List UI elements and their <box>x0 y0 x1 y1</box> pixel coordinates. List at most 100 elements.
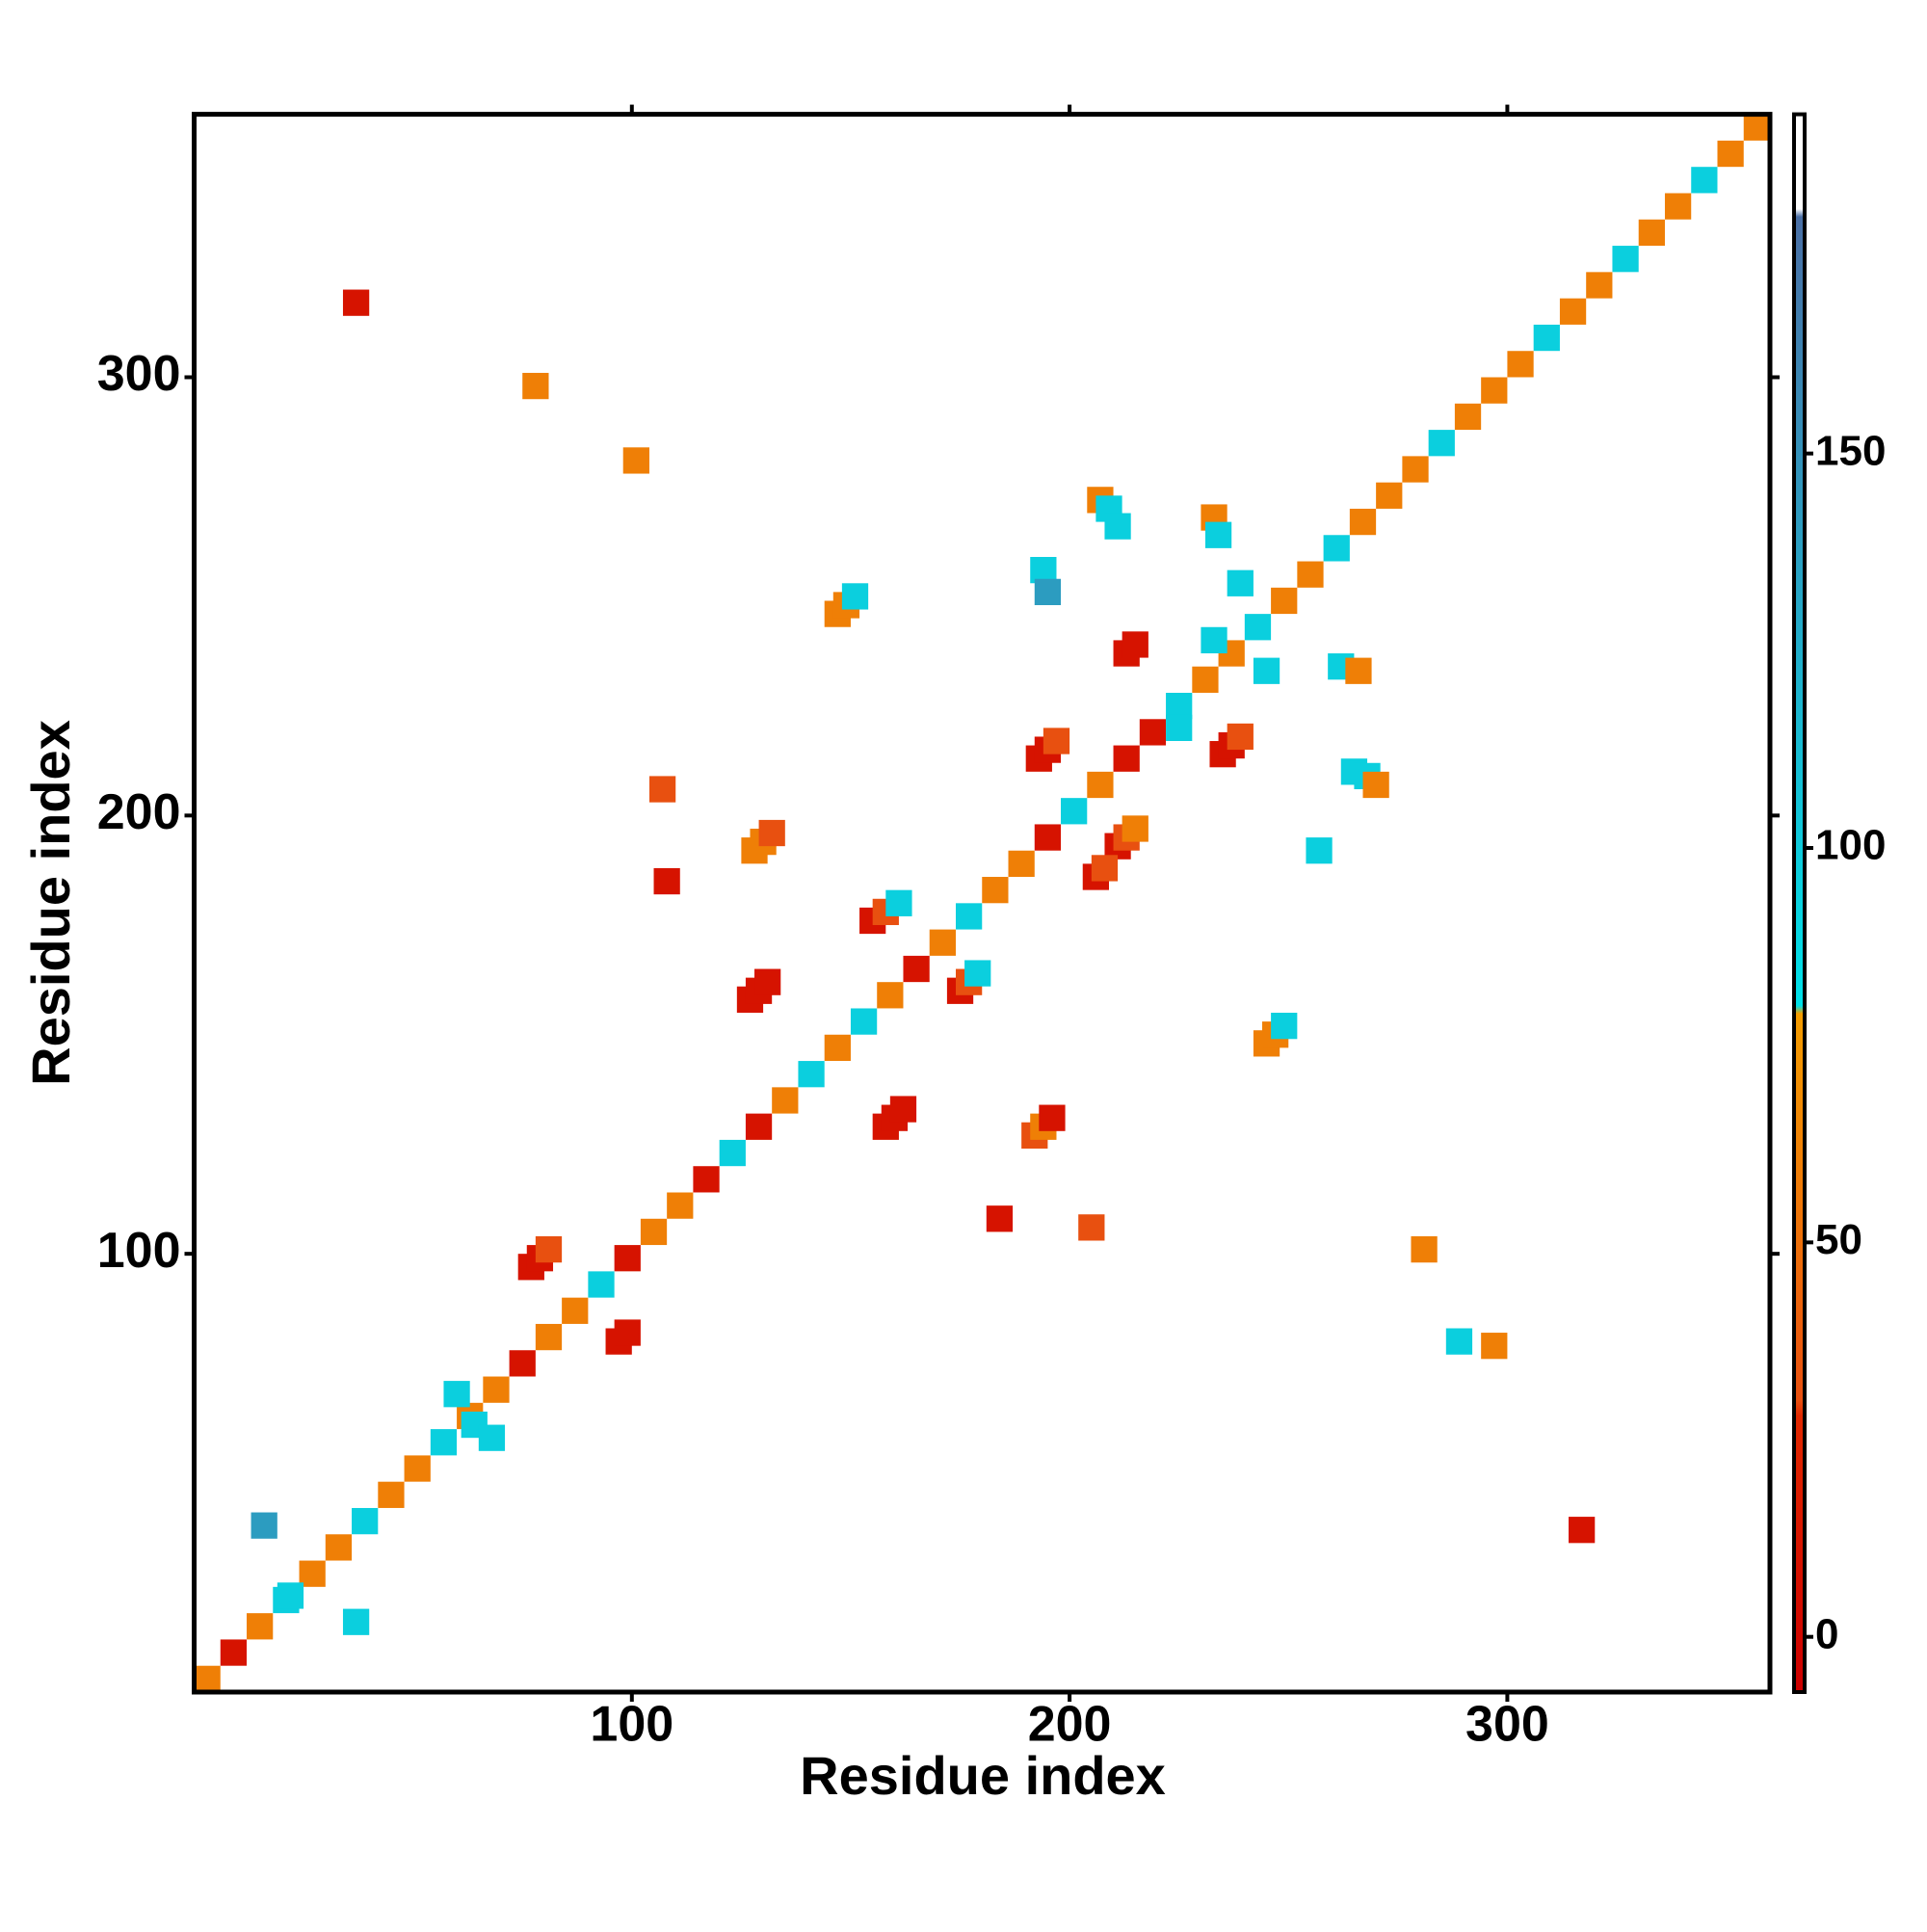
heat-cell <box>352 1507 379 1535</box>
heat-cell <box>483 1376 510 1403</box>
heat-cell <box>653 867 680 895</box>
heat-cell <box>299 1560 326 1587</box>
heat-cell <box>1227 723 1254 751</box>
heat-cell <box>1349 508 1377 536</box>
heat-cell <box>693 1166 720 1193</box>
heat-cell <box>1166 692 1193 720</box>
heat-cell <box>824 1034 851 1062</box>
heat-cell <box>1122 815 1148 842</box>
heat-cell <box>1586 272 1613 299</box>
heat-cell <box>850 1008 878 1035</box>
heat-cell <box>1087 771 1114 799</box>
heat-cell <box>622 447 649 474</box>
heat-cell <box>509 1350 536 1377</box>
heat-cell <box>342 1608 370 1635</box>
heat-cell <box>1402 456 1429 483</box>
colorbar <box>1792 112 1807 1695</box>
heat-cell <box>667 1192 694 1219</box>
heat-cell <box>325 1534 353 1561</box>
x-axis-title: Residue index <box>800 1745 1166 1806</box>
heat-cell <box>1454 403 1482 431</box>
colorbar-tick-label: 0 <box>1815 1610 1838 1657</box>
heat-cell <box>1362 771 1389 799</box>
heat-cell <box>1411 1235 1438 1263</box>
heat-cell <box>1043 728 1070 754</box>
heat-cell <box>1507 351 1534 378</box>
heat-cell <box>1743 114 1770 141</box>
heat-cell <box>1204 521 1232 548</box>
heat-cell <box>1113 745 1140 772</box>
heat-cell <box>1034 824 1062 851</box>
x-tick-label: 200 <box>1028 1697 1112 1753</box>
colorbar-tick-label: 150 <box>1815 427 1886 474</box>
y-tick-label: 200 <box>97 784 181 840</box>
heat-cell <box>247 1613 274 1640</box>
heat-cell <box>430 1429 458 1456</box>
heat-cell <box>929 929 956 956</box>
heat-cell <box>1244 614 1272 641</box>
heat-cell <box>1297 561 1324 588</box>
heat-cell <box>1717 140 1744 168</box>
heat-cell <box>1271 1013 1298 1040</box>
heat-cell <box>1078 1214 1105 1241</box>
heat-cell <box>955 903 983 930</box>
plot-frame <box>192 112 1773 1695</box>
heat-cell <box>841 583 869 610</box>
heat-cell <box>1306 837 1333 864</box>
heat-cell <box>220 1639 248 1666</box>
heat-cell <box>889 1096 917 1123</box>
heat-cell <box>443 1381 470 1408</box>
heat-cell <box>1445 1328 1473 1355</box>
heat-cell <box>1533 324 1560 352</box>
heat-cell <box>964 960 991 987</box>
heat-cell <box>194 1665 221 1692</box>
heat-cell <box>404 1455 431 1482</box>
heat-cell <box>1008 850 1035 877</box>
heat-cell <box>1253 657 1280 684</box>
heat-cell <box>1192 666 1219 693</box>
y-axis-title: Residue index <box>20 720 81 1086</box>
heat-cell <box>1376 482 1403 509</box>
heat-cell <box>535 1323 563 1351</box>
heat-cell <box>640 1218 668 1246</box>
heat-cell <box>758 819 785 847</box>
heat-cell <box>522 372 549 400</box>
heat-cell <box>1569 1517 1596 1544</box>
heat-cell <box>535 1235 563 1263</box>
heat-cell <box>986 1205 1014 1232</box>
heat-cell <box>1166 714 1193 741</box>
y-tick-label: 300 <box>97 346 181 402</box>
heat-cell <box>877 982 904 1009</box>
heat-cell <box>772 1087 799 1114</box>
heat-cell <box>745 1113 773 1140</box>
heat-cell <box>1122 631 1148 658</box>
heat-cell <box>1091 855 1119 882</box>
heat-cell <box>1104 513 1131 540</box>
heat-cell <box>1664 193 1692 220</box>
heat-cell <box>378 1481 405 1508</box>
heat-cell <box>1481 1333 1508 1360</box>
heat-cell <box>1227 569 1254 596</box>
heat-cell <box>719 1139 746 1167</box>
heat-cell <box>885 889 912 916</box>
heat-cell <box>562 1297 589 1324</box>
heat-cell <box>1271 587 1298 615</box>
heat-cell <box>1139 719 1167 746</box>
colorbar-tick-label: 50 <box>1815 1216 1862 1263</box>
heat-cell <box>1428 430 1455 457</box>
heat-cell <box>277 1582 304 1609</box>
heat-cell <box>614 1245 641 1272</box>
heat-cell <box>342 289 370 316</box>
heat-cell <box>1061 798 1088 825</box>
heat-cell <box>1612 246 1639 273</box>
heat-cell <box>648 776 676 803</box>
heat-cell <box>1034 578 1062 605</box>
heat-cell <box>1559 298 1587 325</box>
y-tick-label: 100 <box>97 1223 181 1279</box>
heat-cell <box>1201 626 1227 654</box>
heat-cell <box>903 955 930 983</box>
heat-cell <box>1691 167 1718 194</box>
heat-cell <box>1039 1104 1066 1131</box>
heat-cell <box>1030 556 1057 584</box>
